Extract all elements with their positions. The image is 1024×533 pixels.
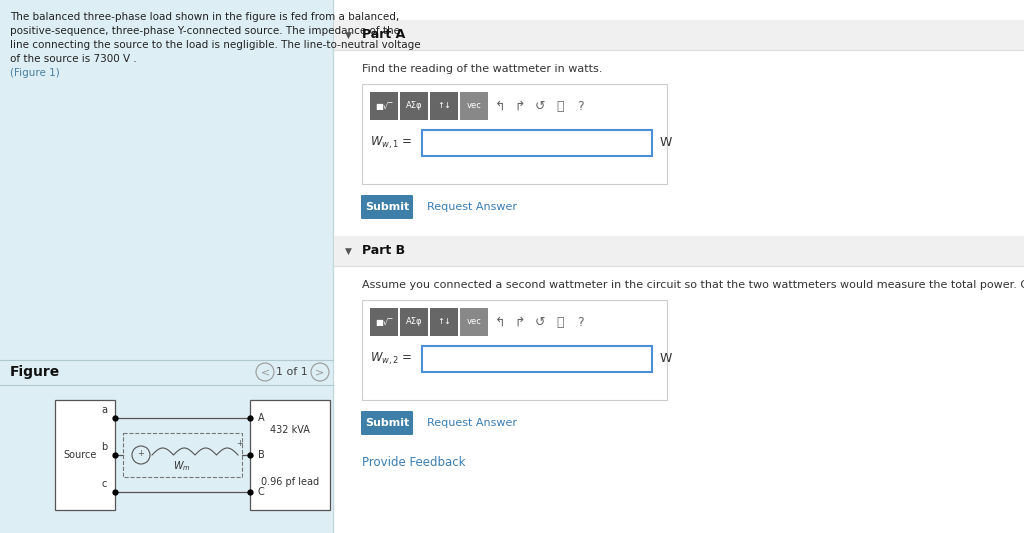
Text: Submit: Submit	[365, 202, 410, 212]
Text: b: b	[100, 442, 106, 452]
Text: 1 of 1: 1 of 1	[276, 367, 308, 377]
Bar	[370, 92, 398, 120]
Text: a: a	[101, 405, 106, 415]
Text: C: C	[258, 487, 265, 497]
Bar	[430, 308, 458, 336]
Text: W: W	[660, 352, 673, 366]
Text: 432 kVA: 432 kVA	[270, 425, 310, 435]
Text: of the source is 7300 V .: of the source is 7300 V .	[10, 54, 137, 64]
Text: ↑↓: ↑↓	[437, 318, 451, 327]
Text: ⎙: ⎙	[556, 316, 564, 328]
Text: A: A	[258, 413, 264, 423]
FancyBboxPatch shape	[361, 411, 413, 435]
Bar	[422, 130, 652, 156]
Text: ■√‾: ■√‾	[375, 101, 393, 110]
Bar	[362, 300, 667, 400]
Bar	[250, 400, 330, 510]
Text: ↰: ↰	[495, 316, 505, 328]
Text: (Figure 1): (Figure 1)	[10, 68, 59, 78]
Text: vec: vec	[467, 318, 481, 327]
Bar	[0, 0, 333, 533]
Text: ■√‾: ■√‾	[375, 318, 393, 327]
Text: ↑↓: ↑↓	[437, 101, 451, 110]
Bar	[460, 308, 488, 336]
Bar	[460, 92, 488, 120]
Text: <: <	[260, 367, 269, 377]
Text: ↰: ↰	[495, 100, 505, 112]
Bar	[400, 92, 428, 120]
Text: ?: ?	[577, 316, 584, 328]
Bar	[422, 346, 652, 372]
Text: ▼: ▼	[344, 246, 351, 255]
Text: Request Answer: Request Answer	[427, 202, 517, 212]
Text: >: >	[315, 367, 325, 377]
Bar	[55, 400, 115, 510]
Text: Provide Feedback: Provide Feedback	[362, 456, 466, 469]
Bar	[334, 236, 1024, 266]
Text: $W_{w,1}$ =: $W_{w,1}$ =	[370, 135, 413, 151]
Text: $W_{w,2}$ =: $W_{w,2}$ =	[370, 351, 413, 367]
Text: Submit: Submit	[365, 418, 410, 428]
Text: B: B	[258, 450, 265, 460]
Text: Request Answer: Request Answer	[427, 418, 517, 428]
Text: ↺: ↺	[535, 100, 545, 112]
Text: +: +	[137, 448, 144, 457]
Text: ?: ?	[577, 100, 584, 112]
Text: line connecting the source to the load is negligible. The line-to-neutral voltag: line connecting the source to the load i…	[10, 40, 421, 50]
Text: $W_m$: $W_m$	[173, 459, 190, 473]
Text: vec: vec	[467, 101, 481, 110]
Text: ⎙: ⎙	[556, 100, 564, 112]
Text: positive-sequence, three-phase Y-connected source. The impedance of the: positive-sequence, three-phase Y-connect…	[10, 26, 400, 36]
Text: Part B: Part B	[362, 245, 406, 257]
Text: AΣφ: AΣφ	[406, 101, 422, 110]
Text: 0.96 pf lead: 0.96 pf lead	[261, 477, 319, 487]
Text: ↺: ↺	[535, 316, 545, 328]
Bar	[334, 20, 1024, 50]
FancyBboxPatch shape	[361, 195, 413, 219]
Bar	[370, 308, 398, 336]
Text: Part A: Part A	[362, 28, 406, 42]
Text: Figure: Figure	[10, 365, 60, 379]
Text: The balanced three-phase load shown in the figure is fed from a balanced,: The balanced three-phase load shown in t…	[10, 12, 399, 22]
Text: Find the reading of the wattmeter in watts.: Find the reading of the wattmeter in wat…	[362, 64, 602, 74]
Text: c: c	[101, 479, 106, 489]
Text: W: W	[660, 136, 673, 149]
Text: Assume you connected a second wattmeter in the circuit so that the two wattmeter: Assume you connected a second wattmeter …	[362, 280, 1024, 290]
Text: ↱: ↱	[515, 316, 525, 328]
Text: AΣφ: AΣφ	[406, 318, 422, 327]
Bar	[400, 308, 428, 336]
Text: Source: Source	[63, 450, 96, 460]
Text: ▼: ▼	[344, 30, 351, 39]
Bar	[123, 433, 242, 477]
Text: +: +	[237, 439, 244, 448]
Bar	[362, 84, 667, 184]
Text: ↱: ↱	[515, 100, 525, 112]
Bar	[430, 92, 458, 120]
